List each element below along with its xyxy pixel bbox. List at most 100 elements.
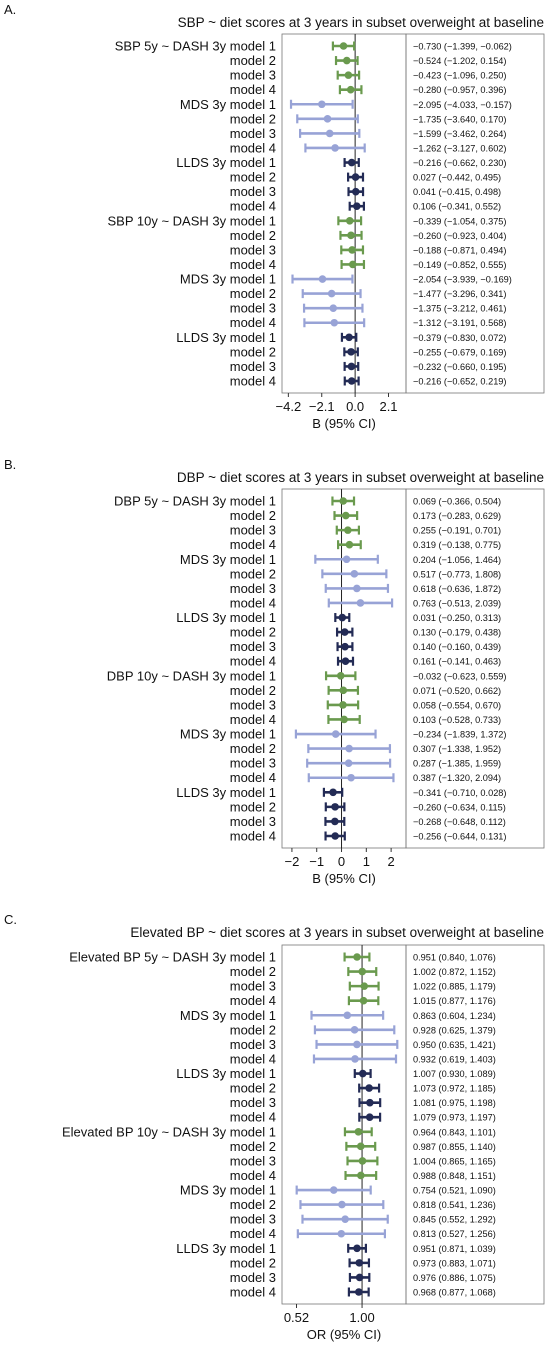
row-label: model 2 — [230, 683, 276, 698]
forest-row: model 2 0.130 (−0.179, 0.438) — [230, 625, 501, 640]
point-estimate — [342, 555, 351, 564]
x-axis-label: OR (95% CI) — [307, 1327, 381, 1342]
point-estimate — [318, 100, 326, 109]
row-label: model 2 — [230, 566, 276, 581]
ci-text: 0.130 (−0.179, 0.438) — [413, 628, 501, 638]
row-label: model 4 — [230, 993, 276, 1008]
forest-row: model 4 0.161 (−0.141, 0.463) — [230, 654, 501, 669]
forest-row: MDS 3y model 1 −0.234 (−1.839, 1.372) — [180, 727, 507, 742]
ci-text: −0.341 (−0.710, 0.028) — [413, 788, 506, 798]
row-label: SBP 10y ~ DASH 3y model 1 — [108, 213, 277, 228]
row-label: model 4 — [230, 315, 276, 330]
ci-text: −1.312 (−3.191, 0.568) — [413, 318, 506, 328]
point-estimate — [331, 832, 339, 840]
point-estimate — [350, 570, 359, 578]
point-estimate — [366, 1098, 374, 1107]
point-estimate — [358, 1157, 367, 1165]
row-label: model 2 — [230, 228, 276, 243]
row-label: model 4 — [230, 257, 276, 272]
ci-text: −1.477 (−3.296, 0.341) — [413, 289, 506, 299]
forest-row: model 4 0.763 (−0.513, 2.039) — [230, 595, 501, 610]
row-label: DBP 5y ~ DASH 3y model 1 — [114, 494, 276, 509]
row-label: MDS 3y model 1 — [180, 97, 276, 112]
row-label: model 4 — [230, 1226, 276, 1241]
ci-text: 1.079 (0.973, 1.197) — [413, 1113, 496, 1123]
forest-row: model 2 0.307 (−1.338, 1.952) — [230, 741, 501, 756]
forest-row: LLDS 3y model 1 1.007 (0.930, 1.089) — [176, 1066, 496, 1081]
point-estimate — [339, 497, 348, 505]
panel-title: DBP ~ diet scores at 3 years in subset o… — [177, 470, 544, 485]
point-estimate — [344, 759, 353, 767]
point-estimate — [350, 1026, 359, 1034]
ci-column-box — [405, 944, 545, 1305]
row-label: model 3 — [230, 359, 276, 374]
row-label: model 2 — [230, 170, 276, 185]
ci-text: −0.524 (−1.202, 0.154) — [413, 56, 506, 66]
point-estimate — [353, 953, 361, 961]
forest-row: model 2 0.973 (0.883, 1.071) — [230, 1255, 496, 1270]
point-estimate — [329, 1186, 338, 1194]
row-label: model 3 — [230, 126, 276, 141]
point-estimate — [341, 1215, 349, 1223]
x-axis-label: B (95% CI) — [312, 871, 376, 886]
row-label: model 4 — [230, 82, 276, 97]
ci-text: 0.027 (−0.442, 0.495) — [413, 173, 501, 183]
row-label: model 4 — [230, 1285, 276, 1300]
point-estimate — [345, 216, 354, 225]
point-estimate — [340, 715, 348, 724]
ci-text: −0.255 (−0.679, 0.169) — [413, 347, 506, 357]
ci-text: 0.964 (0.843, 1.101) — [413, 1127, 496, 1137]
ci-text: −0.234 (−1.839, 1.372) — [413, 730, 506, 740]
ci-text: 1.004 (0.865, 1.165) — [413, 1156, 496, 1166]
point-estimate — [354, 1127, 363, 1136]
forest-row: model 4 0.103 (−0.528, 0.733) — [230, 712, 501, 727]
forest-row: LLDS 3y model 1 0.031 (−0.250, 0.313) — [176, 610, 501, 625]
ci-text: −0.260 (−0.923, 0.404) — [413, 231, 506, 241]
ci-column-box — [405, 33, 545, 394]
row-label: LLDS 3y model 1 — [176, 1066, 276, 1081]
row-label: model 2 — [230, 53, 276, 68]
ci-text: −0.423 (−1.096, 0.250) — [413, 71, 506, 81]
ci-text: 0.204 (−1.056, 1.464) — [413, 555, 501, 565]
ci-text: −0.256 (−0.644, 0.131) — [413, 832, 506, 842]
ci-text: −1.735 (−3.640, 0.170) — [413, 114, 506, 124]
point-estimate — [343, 1011, 352, 1020]
row-label: model 2 — [230, 1255, 276, 1270]
ci-text: 1.007 (0.930, 1.089) — [413, 1069, 496, 1079]
row-label: model 2 — [230, 799, 276, 814]
ci-text: 0.106 (−0.341, 0.552) — [413, 202, 501, 212]
ci-text: 0.951 (0.871, 1.039) — [413, 1244, 496, 1254]
point-estimate — [348, 260, 357, 269]
ci-text: 0.058 (−0.554, 0.670) — [413, 700, 501, 710]
ci-text: −0.032 (−0.623, 0.559) — [413, 671, 506, 681]
ci-text: 0.754 (0.521, 1.090) — [413, 1186, 496, 1196]
point-estimate — [329, 788, 337, 797]
forest-row: model 2 1.002 (0.872, 1.152) — [230, 964, 496, 979]
ci-text: −2.095 (−4.033, −0.157) — [413, 100, 512, 110]
ci-text: 0.031 (−0.250, 0.313) — [413, 613, 501, 623]
ci-text: −0.216 (−0.652, 0.219) — [413, 377, 506, 387]
row-label: model 3 — [230, 979, 276, 994]
point-estimate — [358, 1069, 367, 1078]
forest-row: DBP 5y ~ DASH 3y model 1 0.069 (−0.366, 0… — [114, 494, 501, 509]
point-estimate — [347, 158, 356, 167]
row-label: model 4 — [230, 537, 276, 552]
ci-text: 0.103 (−0.528, 0.733) — [413, 715, 501, 725]
forest-row: model 2 0.818 (0.541, 1.236) — [230, 1197, 496, 1212]
forest-row: model 2 −0.255 (−0.679, 0.169) — [230, 344, 507, 359]
point-estimate — [360, 982, 369, 990]
ci-text: −0.730 (−1.399, −0.062) — [413, 42, 512, 52]
point-estimate — [325, 129, 334, 138]
point-estimate — [354, 1288, 363, 1296]
point-estimate — [342, 56, 351, 65]
forest-row: model 4 −0.256 (−0.644, 0.131) — [230, 829, 507, 844]
row-label: LLDS 3y model 1 — [176, 1241, 276, 1256]
ci-text: 0.968 (0.877, 1.068) — [413, 1288, 496, 1298]
forest-row: model 3 0.287 (−1.385, 1.959) — [230, 756, 501, 771]
point-estimate — [347, 773, 355, 782]
row-label: model 3 — [230, 68, 276, 83]
forest-row: model 4 0.106 (−0.341, 0.552) — [230, 199, 501, 214]
row-label: model 3 — [230, 697, 276, 712]
forest-row: model 3 1.004 (0.865, 1.165) — [230, 1153, 496, 1168]
